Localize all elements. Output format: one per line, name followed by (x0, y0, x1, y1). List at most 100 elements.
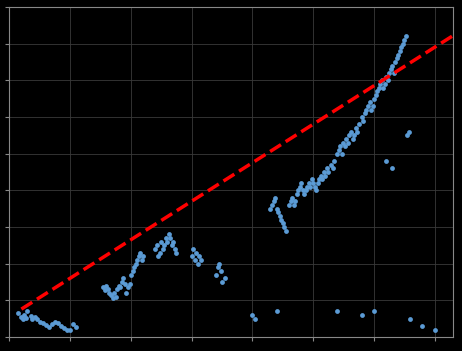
Point (100, 285, 107, 290)
Point (188, 253, 195, 259)
Point (272, 195, 279, 200)
Point (114, 286, 121, 292)
Point (104, 286, 112, 292)
Point (21, 312, 28, 318)
Point (366, 100, 373, 105)
Point (160, 243, 168, 248)
Point (196, 253, 203, 259)
Point (376, 81, 383, 87)
Point (393, 55, 401, 61)
Point (48, 321, 55, 327)
Point (15, 310, 22, 316)
Point (405, 129, 413, 134)
Point (127, 272, 134, 277)
Point (171, 246, 179, 252)
Point (138, 257, 146, 263)
Point (288, 195, 296, 200)
Point (278, 217, 285, 223)
Point (324, 169, 332, 175)
Point (267, 206, 274, 211)
Point (345, 140, 352, 145)
Point (401, 37, 408, 43)
Point (279, 220, 286, 226)
Point (189, 246, 197, 252)
Point (381, 81, 389, 87)
Point (361, 111, 368, 116)
Point (217, 268, 225, 274)
Point (193, 250, 200, 256)
Point (282, 228, 289, 233)
Point (305, 180, 312, 186)
Point (378, 78, 385, 83)
Point (54, 320, 61, 326)
Point (314, 180, 322, 186)
Point (407, 316, 414, 322)
Point (214, 265, 221, 270)
Point (221, 276, 229, 281)
Point (402, 34, 410, 39)
Point (124, 285, 131, 290)
Point (132, 261, 140, 266)
Point (23, 315, 30, 321)
Point (27, 313, 34, 318)
Point (69, 321, 77, 327)
Point (399, 41, 407, 46)
Point (117, 285, 124, 290)
Point (120, 276, 127, 281)
Point (39, 320, 46, 326)
Point (135, 253, 142, 259)
Point (351, 133, 358, 138)
Point (384, 78, 391, 83)
Point (31, 314, 38, 320)
Point (153, 243, 161, 248)
Point (165, 232, 173, 237)
Point (379, 85, 387, 91)
Point (354, 129, 361, 134)
Point (303, 184, 310, 190)
Point (108, 292, 115, 298)
Point (337, 144, 344, 149)
Point (382, 74, 389, 79)
Point (290, 202, 297, 208)
Point (166, 235, 174, 241)
Point (103, 283, 110, 289)
Point (130, 265, 138, 270)
Point (18, 314, 25, 320)
Point (159, 246, 167, 252)
Point (63, 327, 71, 332)
Point (349, 136, 356, 142)
Point (320, 169, 328, 175)
Point (249, 312, 256, 318)
Point (360, 118, 367, 124)
Point (57, 323, 65, 329)
Point (24, 309, 31, 314)
Point (355, 121, 362, 127)
Point (341, 144, 349, 149)
Point (340, 140, 347, 145)
Point (45, 324, 52, 330)
Point (197, 257, 204, 263)
Point (156, 250, 164, 256)
Point (67, 327, 74, 333)
Point (388, 63, 395, 68)
Point (218, 279, 225, 285)
Point (323, 166, 331, 171)
Point (115, 283, 122, 289)
Point (73, 324, 80, 330)
Point (139, 253, 146, 259)
Point (121, 281, 128, 287)
Point (133, 257, 140, 263)
Point (370, 96, 377, 101)
Point (281, 224, 288, 230)
Point (334, 151, 341, 157)
Point (388, 166, 395, 171)
Point (291, 199, 298, 204)
Point (373, 88, 381, 94)
Point (328, 162, 335, 167)
Point (173, 250, 180, 256)
Point (158, 239, 165, 244)
Point (252, 316, 259, 322)
Point (308, 177, 316, 182)
Point (118, 279, 125, 285)
Point (123, 290, 130, 296)
